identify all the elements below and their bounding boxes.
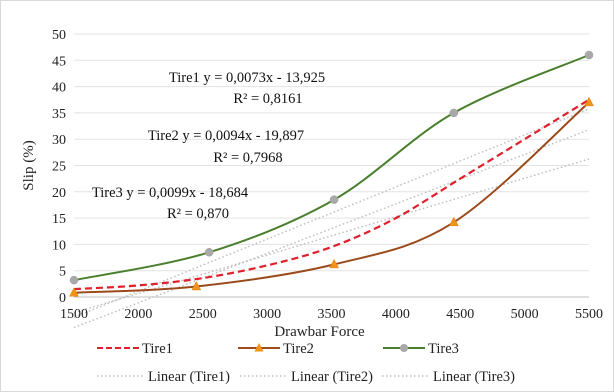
y-axis-title: Slip (%) — [21, 140, 37, 190]
legend-label: Tire2 — [283, 341, 314, 357]
r-squared-label: R² = 0,870 — [167, 206, 229, 222]
series-line-tire1 — [73, 98, 590, 291]
x-tick-label: 2000 — [124, 307, 152, 322]
x-tick-label: 1500 — [60, 307, 88, 322]
data-point-tire2 — [329, 258, 340, 269]
equation-label: Tire3 y = 0,0099x - 18,684 — [92, 185, 249, 201]
legend-label: Linear (Tire3) — [433, 369, 515, 385]
equation-label: Tire2 y = 0,0094x - 19,897 — [148, 128, 304, 144]
x-axis-title: Drawbar Force — [274, 324, 365, 340]
legend-label: Tire3 — [428, 341, 459, 357]
r-squared-label: R² = 0,7968 — [213, 150, 282, 166]
legend-marker-tire3 — [400, 344, 408, 352]
trendline-1 — [73, 158, 590, 314]
x-tick-label: 3000 — [253, 307, 281, 322]
legend-marker-tire2 — [254, 343, 264, 352]
y-tick-label: 10 — [52, 238, 66, 253]
data-point-tire3 — [69, 275, 79, 285]
y-tick-label: 40 — [52, 81, 66, 96]
data-point-tire3 — [329, 195, 339, 204]
trendline-3 — [73, 108, 590, 318]
y-tick-label: 15 — [52, 212, 66, 227]
x-tick-label: 4500 — [446, 307, 474, 322]
x-tick-label: 5000 — [511, 307, 539, 322]
legend-label: Tire1 — [142, 341, 173, 357]
legend-label: Linear (Tire2) — [291, 369, 373, 385]
data-point-tire2 — [191, 280, 202, 291]
x-tick-label: 2500 — [189, 307, 217, 322]
y-tick-label: 45 — [52, 54, 66, 69]
trendlines — [73, 108, 590, 329]
r-squared-label: R² = 0,8161 — [233, 91, 302, 107]
gridlines — [74, 33, 589, 298]
equation-annotations: Tire1 y = 0,0073x - 13,925 R² = 0,8161 Tir… — [92, 70, 325, 222]
data-point-tire3 — [584, 50, 594, 60]
y-tick-label: 25 — [52, 160, 66, 175]
x-tick-label: 4000 — [382, 307, 410, 322]
data-point-tire2 — [584, 96, 594, 107]
data-point-tire2 — [448, 216, 459, 227]
y-tick-label: 5 — [59, 265, 66, 280]
y-tick-label: 50 — [52, 28, 66, 43]
legend: Tire1 Tire2 Tire3 Linear (Tire1) Linear (Tir… — [97, 341, 515, 385]
y-tick-label: 0 — [59, 291, 66, 306]
legend-label: Linear (Tire1) — [148, 369, 230, 385]
y-tick-label: 20 — [52, 186, 66, 201]
tick-labels: 0 5 10 15 20 25 30 35 40 45 50 1500 2000 2500 3000 3500… — [52, 28, 603, 322]
y-tick-label: 35 — [52, 107, 66, 122]
series-markers — [69, 50, 594, 297]
equation-label: Tire1 y = 0,0073x - 13,925 — [169, 70, 325, 86]
y-tick-label: 30 — [52, 133, 66, 148]
x-tick-label: 3500 — [318, 307, 346, 322]
data-point-tire3 — [449, 108, 459, 118]
x-tick-label: 5500 — [575, 307, 603, 322]
data-point-tire3 — [204, 248, 214, 257]
data-point-tire2 — [69, 287, 79, 297]
